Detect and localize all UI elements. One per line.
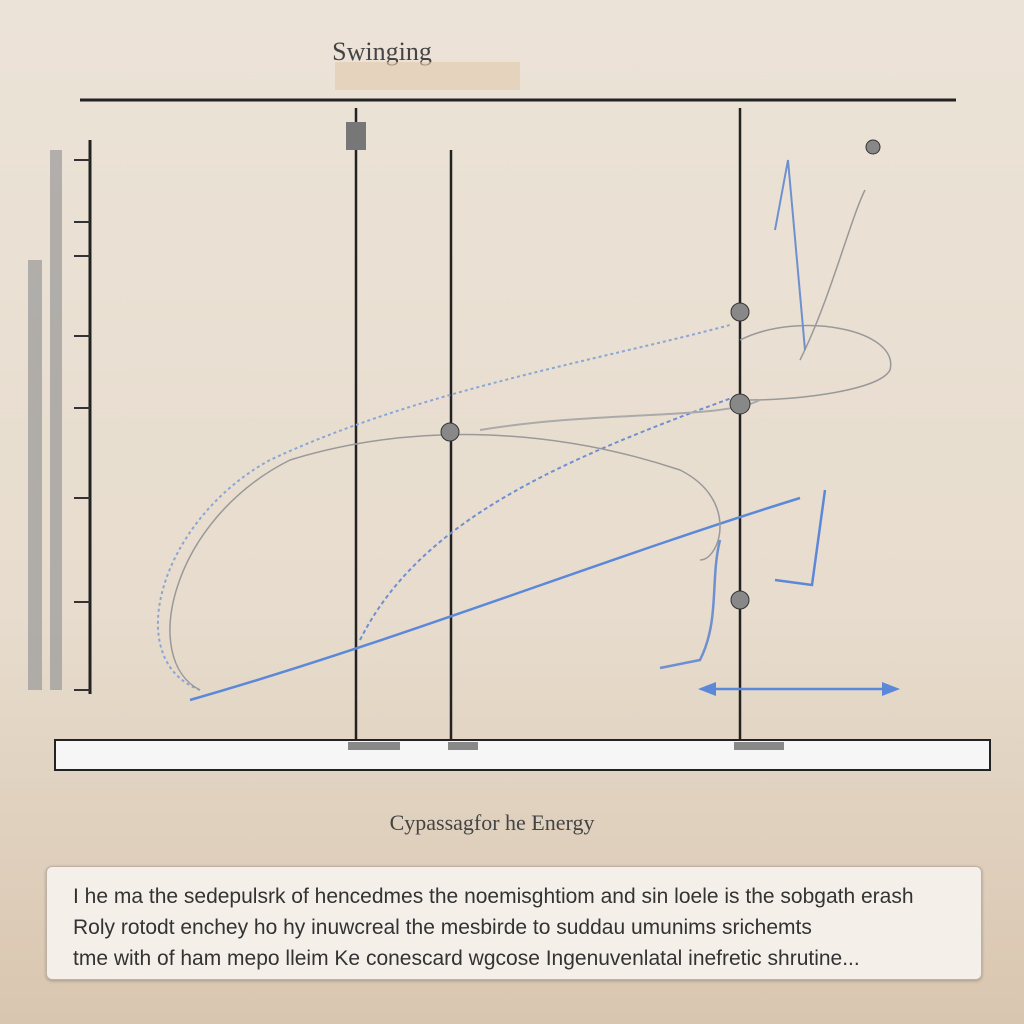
description-line: I he ma the sedepulsrk of hencedmes the … (73, 885, 914, 908)
posts (354, 108, 742, 745)
title-bar (335, 62, 520, 90)
diagram: Swinging Cypassagfor he Energy (28, 37, 991, 835)
post-feet (348, 742, 784, 750)
description-box: I he ma the sedepulsrk of hencedmes the … (46, 866, 982, 980)
arrow (698, 682, 900, 696)
description-line: Roly rotodt enchey ho hy inuwcreal the m… (73, 916, 812, 939)
caption: Cypassagfor he Energy (390, 810, 595, 835)
axis-ticks (74, 159, 90, 691)
swing-curves (156, 159, 892, 702)
description-line: tme with of ham mepo lleim Ke conescard … (73, 947, 860, 970)
pendulum-bobs (440, 139, 881, 610)
axis-scribbles (28, 150, 62, 690)
title: Swinging (332, 37, 432, 66)
post-cap (346, 122, 366, 150)
base (54, 739, 991, 771)
